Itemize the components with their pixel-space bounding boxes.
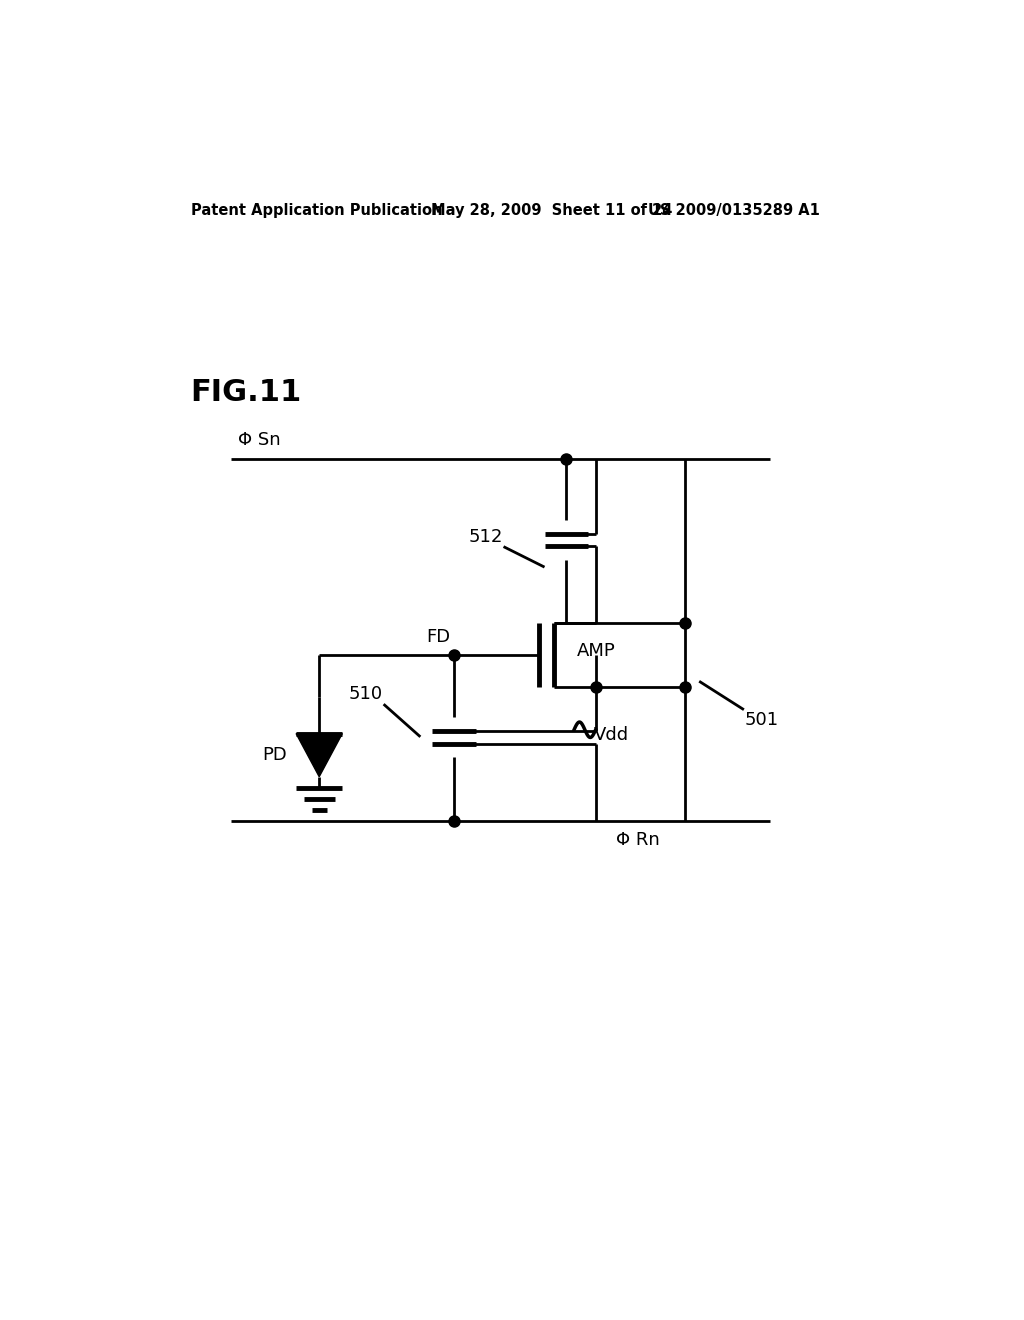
Text: May 28, 2009  Sheet 11 of 24: May 28, 2009 Sheet 11 of 24 (431, 203, 672, 218)
Text: Vdd: Vdd (594, 726, 629, 744)
Text: 501: 501 (744, 711, 778, 729)
Text: PD: PD (262, 746, 287, 764)
Text: 510: 510 (348, 685, 382, 702)
Text: 512: 512 (469, 528, 503, 545)
Text: AMP: AMP (578, 643, 615, 660)
Text: Φ Sn: Φ Sn (239, 432, 281, 449)
Text: FIG.11: FIG.11 (190, 378, 302, 407)
Text: Φ Rn: Φ Rn (615, 830, 659, 849)
Text: FD: FD (426, 628, 451, 645)
Text: Patent Application Publication: Patent Application Publication (190, 203, 442, 218)
Text: US 2009/0135289 A1: US 2009/0135289 A1 (648, 203, 820, 218)
Polygon shape (296, 734, 342, 776)
